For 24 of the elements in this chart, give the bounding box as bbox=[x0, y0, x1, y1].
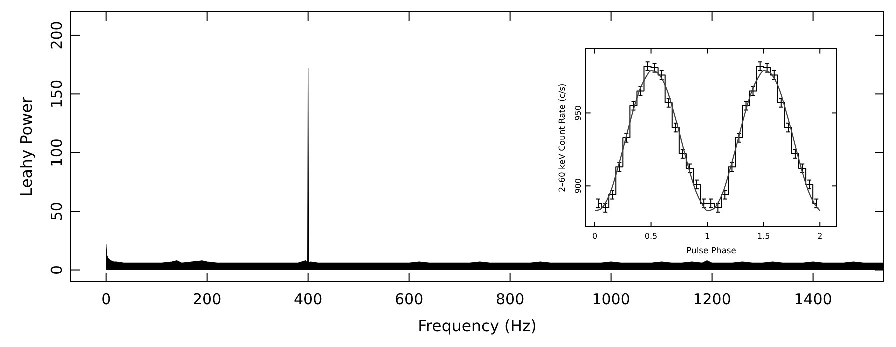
x-tick-label: 1400 bbox=[794, 290, 832, 308]
x-tick-label: 0.5 bbox=[644, 232, 658, 241]
y-tick-label: 50 bbox=[48, 202, 66, 222]
y-tick-label: 0 bbox=[48, 265, 66, 276]
x-tick-label: 400 bbox=[294, 290, 323, 308]
x-axis-title: Pulse Phase bbox=[686, 245, 736, 256]
x-tick-label: 1.5 bbox=[757, 232, 770, 241]
x-tick-label: 0 bbox=[102, 290, 112, 308]
x-tick-label: 0 bbox=[592, 232, 598, 241]
x-tick-label: 2 bbox=[818, 232, 823, 241]
y-axis-title: 2–60 keV Count Rate (c/s) bbox=[557, 84, 568, 192]
y-tick-label: 200 bbox=[48, 21, 66, 50]
x-tick-label: 600 bbox=[395, 290, 424, 308]
x-tick-label: 1 bbox=[705, 232, 710, 241]
x-axis-title: Frequency (Hz) bbox=[418, 316, 537, 336]
y-tick-label: 950 bbox=[574, 106, 584, 121]
x-tick-label: 1200 bbox=[693, 290, 732, 308]
x-tick-label: 200 bbox=[193, 290, 222, 308]
y-axis-title: Leahy Power bbox=[17, 96, 36, 197]
y-tick-label: 100 bbox=[48, 138, 66, 168]
y-tick-label: 150 bbox=[48, 80, 66, 108]
y-tick-label: 900 bbox=[574, 178, 584, 194]
x-tick-label: 1000 bbox=[592, 290, 630, 308]
x-tick-label: 800 bbox=[496, 290, 525, 308]
